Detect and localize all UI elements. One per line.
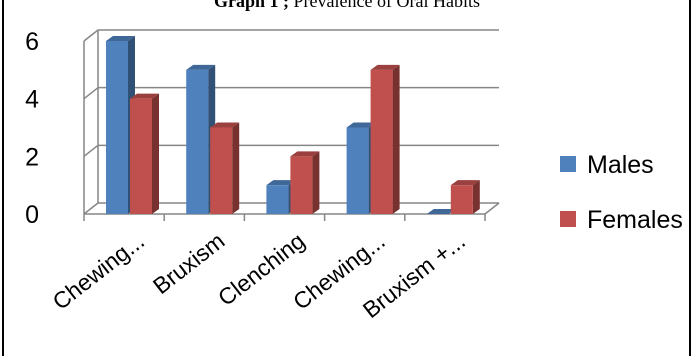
bar-females-0: [130, 93, 159, 214]
gridline-wall: [83, 202, 99, 215]
category-label: Chewing...: [48, 227, 150, 314]
chart-title-bold: Graph 1 ;: [214, 0, 290, 11]
bar-front: [266, 185, 289, 214]
y-tick-label: 6: [25, 28, 39, 56]
bar-side: [472, 180, 480, 214]
bar-females-2: [290, 151, 320, 214]
frame-left-border: [2, 0, 4, 356]
bar-front: [290, 156, 313, 214]
legend-label-females: Females: [587, 206, 683, 234]
legend-swatch-females: [560, 211, 576, 227]
frame-right-border: [689, 0, 691, 356]
bar-females-1: [210, 122, 240, 214]
legend-label-males: Males: [587, 151, 654, 179]
gridline-wall: [83, 29, 99, 42]
gridline-wall: [83, 144, 99, 157]
bar-front: [346, 127, 369, 214]
bar-top: [346, 122, 376, 128]
y-tick-label: 4: [25, 86, 39, 114]
bar-front: [450, 185, 473, 214]
bar-females-3: [370, 64, 400, 214]
y-tick-label: 0: [25, 201, 39, 229]
bar-top: [450, 180, 480, 186]
gridline-wall: [83, 87, 99, 100]
bar-top: [266, 180, 296, 186]
bar-top: [186, 64, 216, 70]
tick-layer: 0 2 4 6: [25, 28, 39, 229]
chart-title: Graph 1 ; Prevalence of Oral Habits: [0, 0, 694, 12]
bar-front: [210, 127, 233, 214]
bar-top: [106, 36, 135, 41]
bar-side: [392, 64, 400, 214]
bar-side: [232, 122, 240, 214]
bar-front: [370, 69, 393, 214]
floor-edge: [484, 202, 500, 215]
bar-top: [210, 122, 240, 128]
legend: Males Females: [560, 151, 683, 234]
bar-males-4: [426, 209, 456, 214]
bar-front: [130, 98, 152, 214]
bar-layer: [106, 36, 480, 214]
bar-side: [152, 93, 159, 214]
legend-swatch-males: [560, 156, 576, 172]
bar-top: [426, 209, 456, 214]
bar-top: [130, 93, 159, 99]
bar-side: [312, 151, 320, 214]
bar-top: [290, 151, 320, 157]
bar-front: [106, 41, 128, 214]
bar-front: [186, 69, 209, 214]
y-tick-label: 2: [25, 143, 39, 171]
bar-top: [370, 64, 400, 70]
category-label-layer: Chewing...BruxismClenchingChewing...Brux…: [48, 227, 470, 323]
bar-females-4: [450, 180, 480, 214]
chart-title-rest: Prevalence of Oral Habits: [289, 0, 480, 11]
